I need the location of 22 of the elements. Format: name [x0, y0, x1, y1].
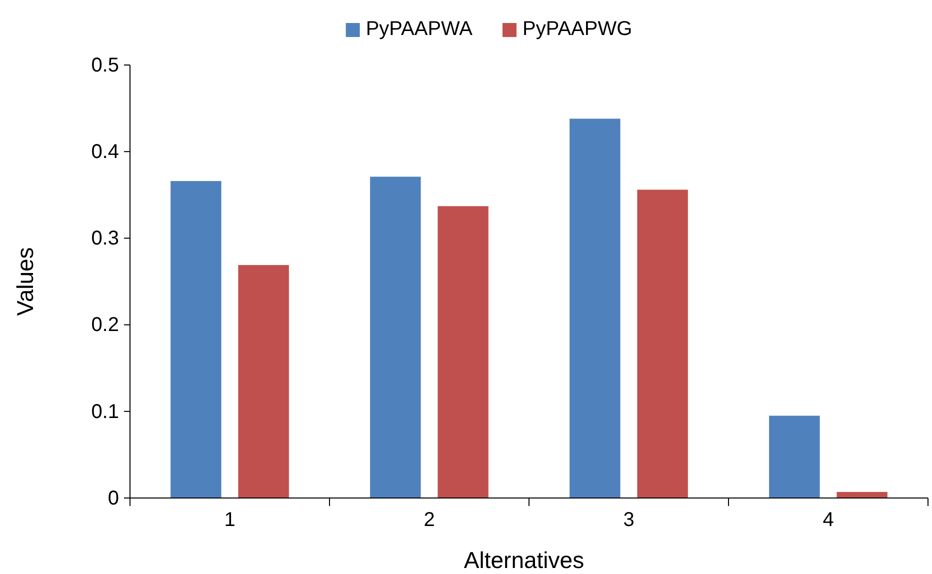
x-axis-title: Alternatives: [464, 547, 584, 573]
x-tick-label: 2: [424, 509, 435, 532]
bar: [170, 181, 222, 498]
y-tick-label: 0: [108, 487, 119, 510]
y-tick-label: 0.3: [91, 228, 119, 250]
bar: [370, 176, 421, 498]
x-tick-label: 1: [224, 509, 236, 532]
bar: [637, 190, 688, 498]
bar: [836, 492, 888, 498]
bar: [438, 206, 488, 498]
legend-label: PyPAAPWA: [366, 18, 474, 40]
y-axis-title: Values: [12, 247, 38, 316]
y-tick-label: 0.5: [91, 54, 119, 76]
bar: [769, 416, 820, 498]
y-tick-label: 0.4: [91, 141, 119, 163]
bar: [238, 265, 289, 498]
bar: [570, 118, 620, 498]
legend-label: PyPAAPWG: [522, 18, 632, 40]
x-tick-label: 4: [822, 509, 834, 532]
y-tick-label: 0.2: [91, 314, 119, 336]
y-tick-label: 0.1: [91, 400, 119, 423]
x-tick-label: 3: [623, 509, 634, 532]
